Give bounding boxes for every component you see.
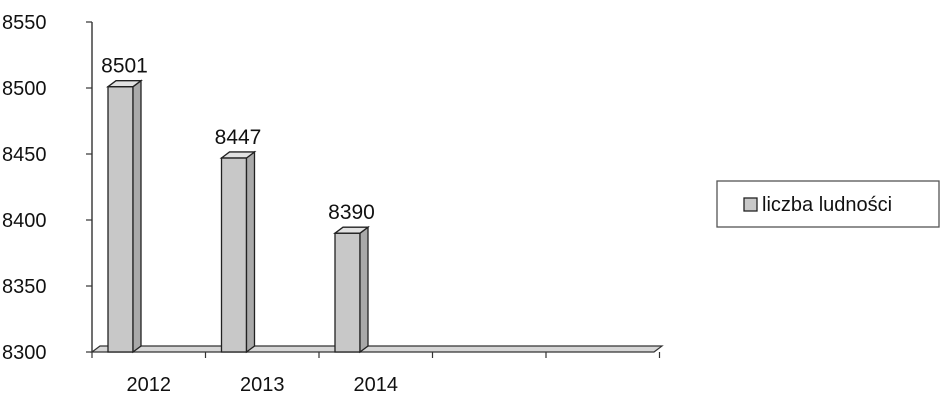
- bar: [106, 79, 143, 354]
- bar-series-liczba-ludnosci: [106, 79, 370, 354]
- bar: [333, 225, 370, 354]
- x-axis: 2012 2013 2014: [91, 352, 661, 395]
- y-tick-label: 8400: [2, 210, 47, 232]
- y-tick-label: 8300: [2, 342, 47, 364]
- legend: liczba ludności: [716, 180, 940, 228]
- bar-top: [219, 151, 257, 159]
- x-tick-label: 2014: [354, 374, 399, 395]
- data-label: 8501: [101, 55, 148, 78]
- chart-floor: [90, 345, 664, 353]
- data-label: 8390: [328, 201, 375, 224]
- legend-swatch: [743, 197, 758, 212]
- bar-side: [359, 225, 369, 354]
- data-labels: 8501 8447 8390: [101, 55, 375, 225]
- bar-side: [245, 150, 256, 354]
- bar: [219, 150, 257, 354]
- bar-front: [107, 86, 134, 353]
- y-tick-label: 8500: [2, 78, 47, 100]
- bar-top: [333, 226, 370, 234]
- legend-label: liczba ludności: [762, 194, 892, 216]
- y-axis: 8300 8350 8400 8450 8500 8550: [2, 12, 93, 364]
- x-tick-label: 2012: [127, 374, 172, 395]
- y-tick-label: 8450: [2, 144, 47, 166]
- y-tick-label: 8550: [2, 12, 47, 34]
- bar-front: [334, 232, 361, 353]
- bar-side: [132, 79, 142, 354]
- bar-top: [106, 80, 143, 88]
- floor-plate: [90, 345, 664, 353]
- x-tick-label: 2013: [240, 374, 285, 395]
- data-label: 8447: [215, 126, 262, 149]
- bar-front: [220, 157, 248, 353]
- y-tick-label: 8350: [2, 276, 47, 298]
